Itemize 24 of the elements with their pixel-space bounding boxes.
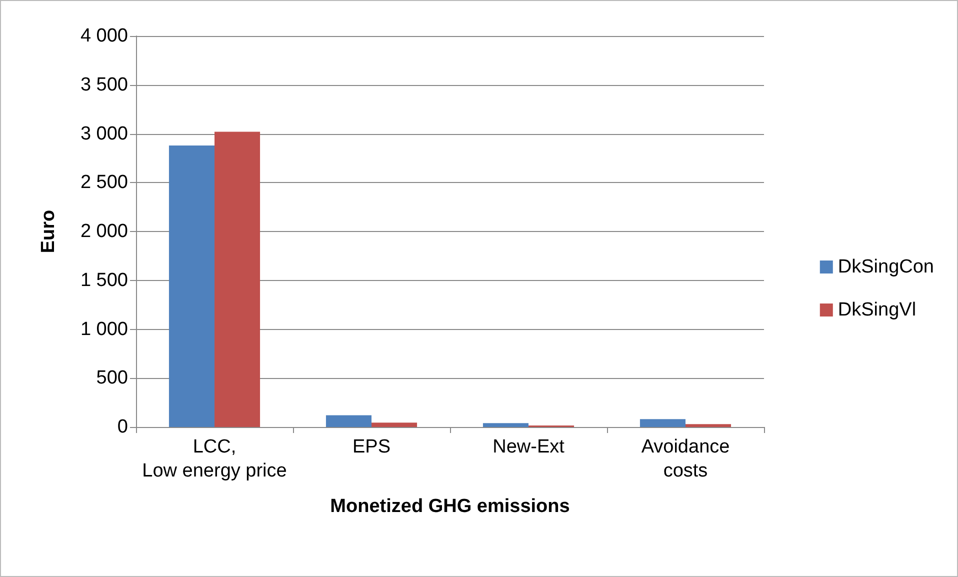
y-tick-label: 500	[96, 368, 128, 389]
bar	[214, 132, 260, 427]
bar	[372, 422, 418, 427]
legend-label: DkSingCon	[838, 256, 934, 278]
y-tick-label: 1 500	[80, 270, 128, 291]
y-tick-label: 1 000	[80, 318, 128, 340]
bar	[168, 145, 214, 427]
x-tick-label: Avoidance costs	[641, 436, 730, 482]
y-tick-label: 2 500	[80, 172, 128, 194]
legend-label: DkSingVl	[838, 300, 916, 320]
bar	[326, 415, 372, 427]
x-axis-title: Monetized GHG emissions	[330, 496, 570, 517]
y-tick-label: 3 500	[80, 74, 128, 96]
y-tick-label: 2 000	[80, 221, 128, 242]
y-tick-label: 3 000	[80, 123, 128, 144]
y-axis-title: Euro	[38, 210, 59, 254]
y-tick-label: 0	[117, 416, 128, 438]
bar	[482, 423, 528, 427]
x-tick-label: LCC, Low energy price	[142, 436, 287, 482]
x-tick-label: EPS	[352, 436, 391, 458]
y-tick-label: 4 000	[80, 26, 128, 46]
bar	[640, 419, 686, 427]
bar	[686, 424, 732, 427]
x-tick-label: New-Ext	[492, 436, 566, 458]
